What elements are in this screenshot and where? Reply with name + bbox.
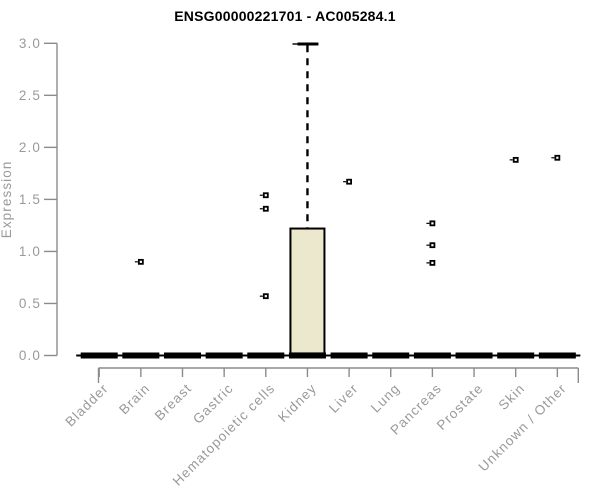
x-category-label: Skin [496,381,528,413]
outlier-point[interactable] [262,293,269,300]
outlier-point[interactable] [429,242,436,249]
median-bar-prostate[interactable] [455,352,493,359]
outlier-point[interactable] [554,154,561,161]
median-bar-breast[interactable] [164,352,201,359]
outlier-point[interactable] [512,156,519,163]
x-category-label: Liver [326,381,361,416]
outlier-point[interactable] [346,178,353,185]
outlier-point[interactable] [429,220,436,227]
median-bar-lung[interactable] [372,352,410,359]
y-tick-label: 2.0 [19,140,41,155]
y-tick-label: 3.0 [19,36,41,51]
y-tick-label: 0.0 [19,348,41,363]
x-category-label: Brain [116,381,153,418]
x-category-label: Bladder [62,381,111,430]
x-category-label: Lung [368,381,403,416]
y-tick-label: 1.5 [19,192,41,207]
median-bar-brain[interactable] [122,352,160,359]
y-axis-title: Expression [0,161,14,239]
x-category-label: Kidney [275,381,319,425]
y-tick-label: 1.0 [19,244,41,259]
box-kidney[interactable] [289,227,326,355]
median-bar-liver[interactable] [330,352,368,359]
outlier-point[interactable] [262,192,269,199]
outlier-point[interactable] [137,258,144,265]
median-bar-pancreas[interactable] [413,352,451,359]
chart-title: ENSG00000221701 - AC005284.1 [174,8,396,24]
y-tick-label: 0.5 [19,296,41,311]
outlier-point[interactable] [429,259,436,266]
median-bar-kidney[interactable] [288,352,326,359]
median-bar-bladder[interactable] [80,352,118,359]
median-bar-skin[interactable] [497,352,535,359]
median-bar-hematopoietic-cells[interactable] [247,352,285,359]
median-bar-gastric[interactable] [205,352,243,359]
x-category-label: Breast [152,381,195,424]
outlier-point[interactable] [262,205,269,212]
y-tick-label: 2.5 [19,88,41,103]
median-bar-unknown-other[interactable] [538,352,576,359]
